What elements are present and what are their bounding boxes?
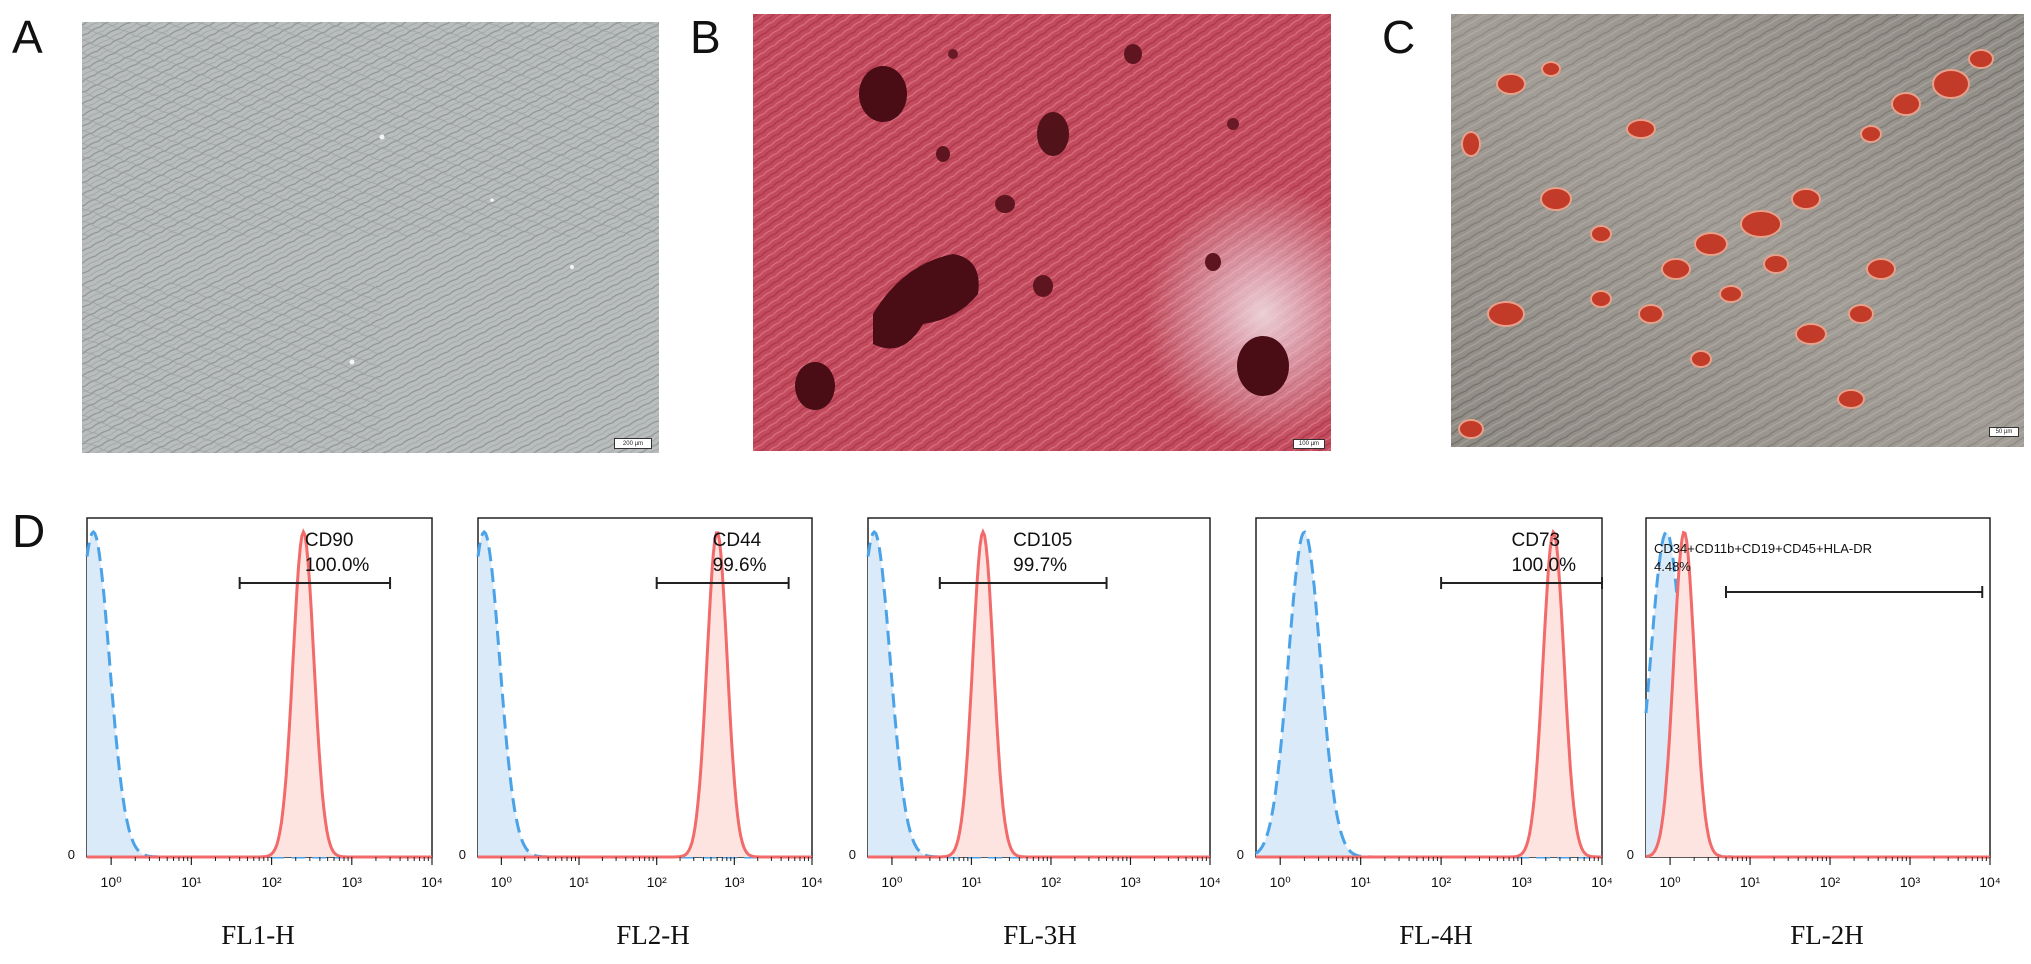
x-tick-label: 10² bbox=[261, 874, 282, 890]
histogram-2: CD44 99.6% 10⁰ 10¹ 10² 10³ 10⁴ 0 bbox=[459, 517, 822, 890]
micrograph-a: 200 µm bbox=[82, 22, 659, 453]
x-tick-label: 10⁰ bbox=[1270, 874, 1292, 890]
x-tick-label: 10³ bbox=[1900, 874, 1921, 890]
histogram-4-xlabel: FL-4H bbox=[1399, 920, 1473, 950]
micrograph-a-image bbox=[82, 22, 659, 453]
percent-label: 99.7% bbox=[1013, 555, 1067, 576]
micrograph-c-image bbox=[1451, 14, 2024, 447]
y-tick-label: 0 bbox=[849, 847, 856, 862]
histogram-3: CD105 99.7% 10⁰ 10¹ 10² 10³ 10⁴ 0 bbox=[849, 517, 1220, 890]
x-tick-label: 10⁰ bbox=[1659, 874, 1681, 890]
percent-label: 100.0% bbox=[305, 555, 370, 576]
x-tick-label: 10⁰ bbox=[491, 874, 513, 890]
histogram-4: CD73 100.0% 10⁰ 10¹ 10² 10³ 10⁴ 0 bbox=[1237, 517, 1612, 890]
x-tick-label: 10³ bbox=[342, 874, 363, 890]
marker-label: CD34+CD11b+CD19+CD45+HLA-DR bbox=[1654, 541, 1872, 556]
marker-histogram-fill bbox=[868, 532, 1210, 857]
control-histogram-line bbox=[85, 529, 432, 859]
x-tick-label: 10¹ bbox=[569, 874, 590, 890]
histogram-2-xlabel: FL2-H bbox=[616, 920, 690, 950]
marker-histogram-fill bbox=[1256, 532, 1602, 857]
micrograph-b-image bbox=[753, 14, 1331, 451]
x-tick-label: 10⁴ bbox=[421, 874, 442, 890]
marker-label: CD90 bbox=[305, 530, 354, 551]
percent-label: 4.48% bbox=[1654, 559, 1691, 574]
histogram-1-xlabel: FL1-H bbox=[221, 920, 295, 950]
control-histogram-line bbox=[476, 529, 812, 859]
x-tick-label: 10² bbox=[647, 874, 668, 890]
histogram-1: CD90 100.0% 10⁰ 10¹ 10² 10³ 10⁴ 0 bbox=[68, 517, 442, 890]
marker-label: CD105 bbox=[1013, 530, 1072, 551]
marker-histogram-line bbox=[87, 528, 432, 859]
x-tick-label: 10⁴ bbox=[801, 874, 822, 890]
control-histogram-fill bbox=[868, 532, 1210, 857]
x-tick-label: 10¹ bbox=[181, 874, 202, 890]
x-tick-label: 10³ bbox=[1120, 874, 1141, 890]
panel-label-d: D bbox=[12, 505, 46, 557]
scale-bar-a: 200 µm bbox=[614, 438, 652, 449]
x-tick-label: 10² bbox=[1820, 874, 1841, 890]
marker-histogram-fill bbox=[478, 532, 812, 857]
micrograph-b: 100 µm bbox=[753, 14, 1331, 451]
x-tick-label: 10¹ bbox=[961, 874, 982, 890]
x-tick-label: 10¹ bbox=[1351, 874, 1372, 890]
x-tick-label: 10² bbox=[1431, 874, 1452, 890]
marker-label: CD73 bbox=[1512, 530, 1561, 551]
control-histogram-line bbox=[866, 529, 1210, 859]
marker-histogram-line bbox=[868, 528, 1210, 859]
y-tick-label: 0 bbox=[1627, 847, 1634, 862]
panel-label-a: A bbox=[12, 11, 43, 63]
x-tick-label: 10² bbox=[1041, 874, 1062, 890]
y-tick-label: 0 bbox=[1237, 847, 1244, 862]
panel-label-b: B bbox=[690, 11, 721, 63]
histogram-5: CD34+CD11b+CD19+CD45+HLA-DR 4.48% 10⁰ 10¹ 10… bbox=[1627, 517, 2000, 890]
scale-bar-c: 50 µm bbox=[1989, 427, 2019, 437]
x-tick-label: 10¹ bbox=[1740, 874, 1761, 890]
marker-histogram-fill bbox=[87, 532, 432, 857]
percent-label: 100.0% bbox=[1512, 555, 1577, 576]
x-tick-label: 10⁴ bbox=[1199, 874, 1220, 890]
control-histogram-fill bbox=[87, 532, 432, 857]
control-histogram-fill bbox=[478, 532, 812, 857]
control-histogram-fill bbox=[1256, 532, 1602, 857]
scale-bar-b: 100 µm bbox=[1293, 439, 1325, 449]
plot-frame bbox=[86, 517, 433, 858]
micrograph-c: 50 µm bbox=[1451, 14, 2024, 447]
marker-label: CD44 bbox=[713, 530, 762, 551]
x-tick-label: 10³ bbox=[1511, 874, 1532, 890]
x-tick-label: 10⁰ bbox=[101, 874, 123, 890]
y-tick-label: 0 bbox=[459, 847, 466, 862]
percent-label: 99.6% bbox=[713, 555, 767, 576]
histogram-3-xlabel: FL-3H bbox=[1003, 920, 1077, 950]
marker-histogram-line bbox=[478, 531, 812, 859]
x-tick-label: 10³ bbox=[724, 874, 745, 890]
panel-label-c: C bbox=[1382, 11, 1416, 63]
x-tick-label: 10⁴ bbox=[1979, 874, 2000, 890]
y-tick-label: 0 bbox=[68, 847, 75, 862]
histogram-5-xlabel: FL-2H bbox=[1790, 920, 1864, 950]
x-tick-label: 10⁴ bbox=[1591, 874, 1612, 890]
x-tick-label: 10⁰ bbox=[881, 874, 903, 890]
